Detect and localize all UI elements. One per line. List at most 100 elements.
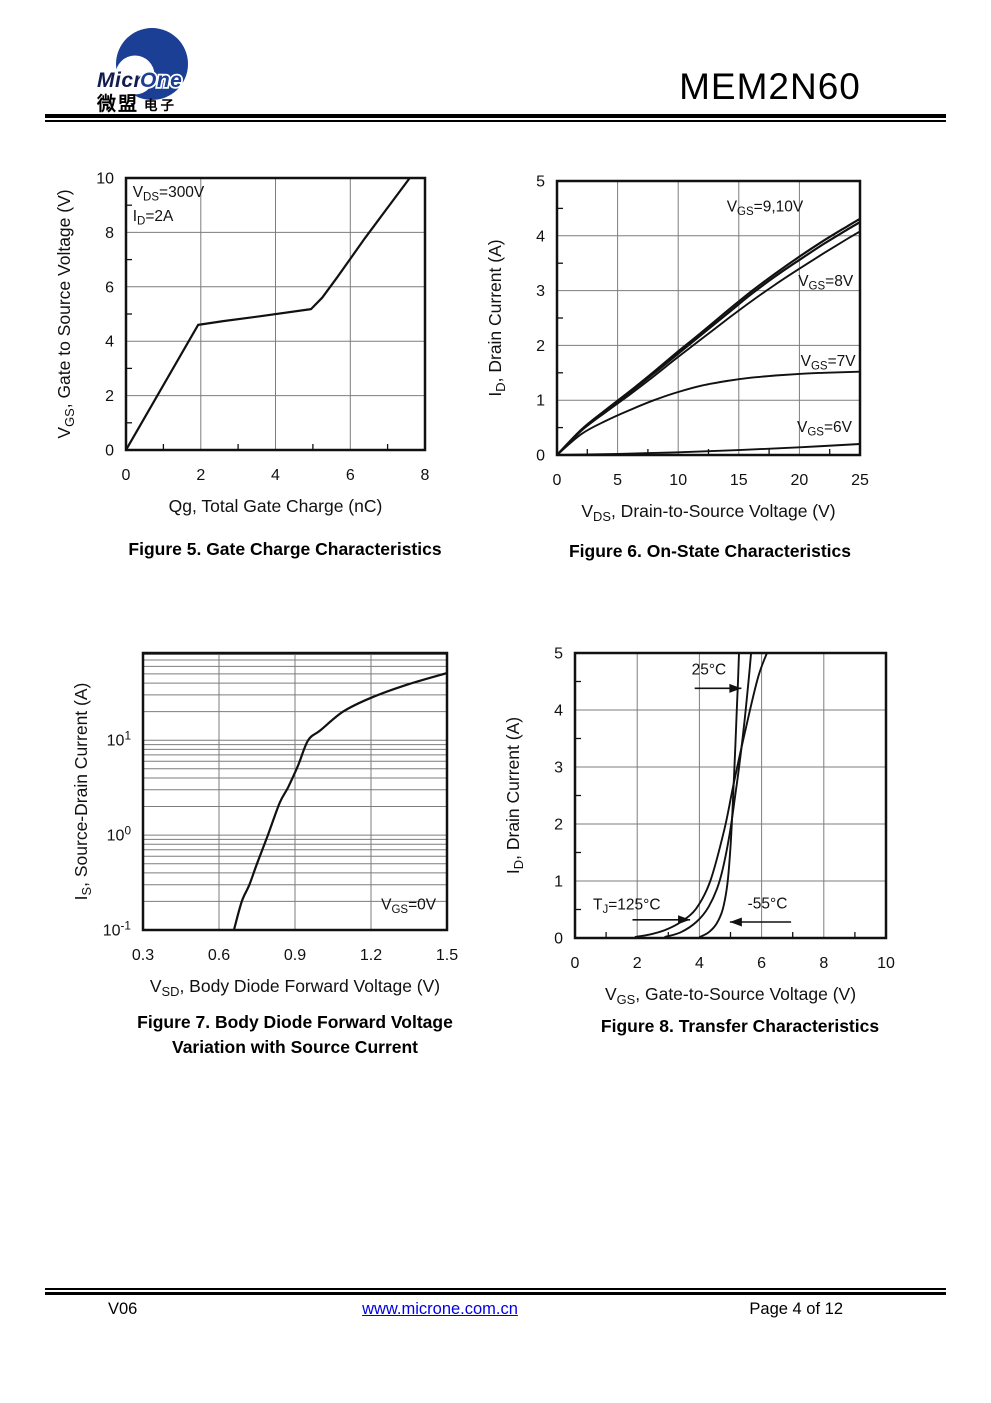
y-tick-label: 100 xyxy=(107,824,132,845)
annotation: TJ=125°C xyxy=(593,897,661,916)
annotation: ID=2A xyxy=(133,208,174,227)
y-tick-label: 10-1 xyxy=(103,918,131,939)
page-title: MEM2N60 xyxy=(679,66,861,107)
footer-rule-thin xyxy=(45,1288,946,1290)
plot-border xyxy=(573,651,888,940)
series-VGS=10V xyxy=(557,217,860,455)
series-group xyxy=(232,672,447,930)
y-tick-label: 6 xyxy=(105,279,114,296)
logo-cjk-large: 微盟 xyxy=(96,92,139,115)
y-tick-label: 0 xyxy=(554,931,563,948)
logo-crescent xyxy=(115,55,155,95)
annotation: VGS=9,10V xyxy=(727,199,804,218)
x-tick-label: 1.2 xyxy=(360,947,382,964)
footer-link[interactable]: www.microne.com.cn xyxy=(362,1300,518,1318)
minor-ticks xyxy=(126,204,389,450)
x-tick-label: 8 xyxy=(421,467,430,484)
x-tick-label: 0 xyxy=(553,472,562,489)
y-tick-label: 0 xyxy=(536,448,545,465)
annotation-arrowhead xyxy=(729,917,742,927)
series-IS vs VSD (VGS=0V) xyxy=(232,672,447,930)
series-VGS vs Qg (VDS=300V, ID=2A) xyxy=(126,178,412,450)
x-tick-label: 6 xyxy=(346,467,355,484)
figure6-caption: Figure 6. On-State Characteristics xyxy=(568,541,852,561)
annotation-arrowhead xyxy=(678,915,691,925)
x-tick-label: 0 xyxy=(571,955,580,972)
footer-version: V06 xyxy=(108,1300,138,1318)
series-VGS=9V xyxy=(557,221,860,455)
x-tick-label: 1.5 xyxy=(436,947,458,964)
footer-rule-thick xyxy=(45,1292,946,1295)
header-rule-thin xyxy=(45,119,946,122)
y-tick-label: 4 xyxy=(105,334,114,351)
x-tick-label: 2 xyxy=(633,955,642,972)
x-tick-label: 0.9 xyxy=(284,947,306,964)
figure5-chart: VDS=300V ID=2A 0 2 4 6 8 0 2 4 6 8 10 Qg, Total Gate … xyxy=(54,171,430,517)
gridlines xyxy=(143,653,447,930)
y-tick-label: 0 xyxy=(105,443,114,460)
x-axis-label: Qg, Total Gate Charge (nC) xyxy=(169,496,383,516)
plot-border xyxy=(124,176,427,452)
x-tick-label: 15 xyxy=(730,472,748,489)
series-group xyxy=(126,178,412,450)
plot-border xyxy=(555,179,862,457)
annotation: VGS=6V xyxy=(797,419,853,438)
x-tick-label: 0.3 xyxy=(132,947,154,964)
y-tick-label: 4 xyxy=(536,228,545,245)
x-axis-label: VSD, Body Diode Forward Voltage (V) xyxy=(150,976,440,999)
y-tick-label: 2 xyxy=(105,388,114,405)
x-tick-label: 10 xyxy=(877,955,895,972)
series-TJ=25C xyxy=(664,653,753,938)
figure8-chart: 25°C TJ=125°C -55°C 0 2 4 6 8 10 0 1 2 3 4 5 VGS, Gate-… xyxy=(503,646,895,1007)
x-tick-label: 25 xyxy=(851,472,869,489)
y-tick-label: 1 xyxy=(554,874,563,891)
y-tick-label: 5 xyxy=(554,646,563,663)
annotation: VDS=300V xyxy=(133,184,205,203)
annotation: VGS=0V xyxy=(381,896,437,915)
gridlines xyxy=(126,178,425,450)
series-group xyxy=(557,217,860,455)
gridlines xyxy=(557,181,860,455)
series-TJ=125C xyxy=(634,653,769,938)
y-axis-label: IS, Source-Drain Current (A) xyxy=(71,683,94,901)
figure7-chart: VGS=0V 0.3 0.6 0.9 1.2 1.5 101 100 10-1 VSD, Body… xyxy=(71,651,458,999)
x-tick-label: 0 xyxy=(122,467,131,484)
x-tick-label: 0.6 xyxy=(208,947,230,964)
series-group xyxy=(634,653,769,938)
footer-page-number: Page 4 of 12 xyxy=(749,1300,843,1318)
x-tick-label: 10 xyxy=(669,472,687,489)
x-tick-label: 8 xyxy=(819,955,828,972)
y-tick-label: 3 xyxy=(554,760,563,777)
y-axis-label: ID, Drain Current (A) xyxy=(503,717,526,874)
x-axis-label: VDS, Drain-to-Source Voltage (V) xyxy=(581,501,835,524)
y-tick-label: 8 xyxy=(105,225,114,242)
figure5-caption: Figure 5. Gate Charge Characteristics xyxy=(128,539,442,559)
y-tick-label: 4 xyxy=(554,703,563,720)
series-VGS=8V xyxy=(557,230,860,455)
microne-logo: Micr One 微盟 电子 xyxy=(95,28,188,115)
x-tick-label: 4 xyxy=(695,955,704,972)
annotation: -55°C xyxy=(748,895,788,912)
plot-border xyxy=(141,651,449,932)
logo-cjk-small: 电子 xyxy=(144,97,177,113)
series-TJ=-55C xyxy=(699,653,740,938)
logo-text-one: One xyxy=(140,69,182,92)
annotation: VGS=8V xyxy=(798,273,854,292)
logo-text-micr: Micr xyxy=(97,69,144,92)
y-axis-label: ID, Drain Current (A) xyxy=(485,239,508,396)
x-tick-label: 2 xyxy=(196,467,205,484)
y-tick-label: 10 xyxy=(96,171,114,188)
y-tick-label: 2 xyxy=(554,817,563,834)
x-tick-label: 5 xyxy=(613,472,622,489)
x-axis-label: VGS, Gate-to-Source Voltage (V) xyxy=(605,984,856,1007)
x-tick-label: 20 xyxy=(791,472,809,489)
figure8-caption: Figure 8. Transfer Characteristics xyxy=(600,1016,880,1036)
y-tick-label: 5 xyxy=(536,174,545,191)
annotation: 25°C xyxy=(692,662,727,679)
y-tick-label: 2 xyxy=(536,338,545,355)
y-tick-label: 3 xyxy=(536,283,545,300)
x-tick-label: 4 xyxy=(271,467,280,484)
